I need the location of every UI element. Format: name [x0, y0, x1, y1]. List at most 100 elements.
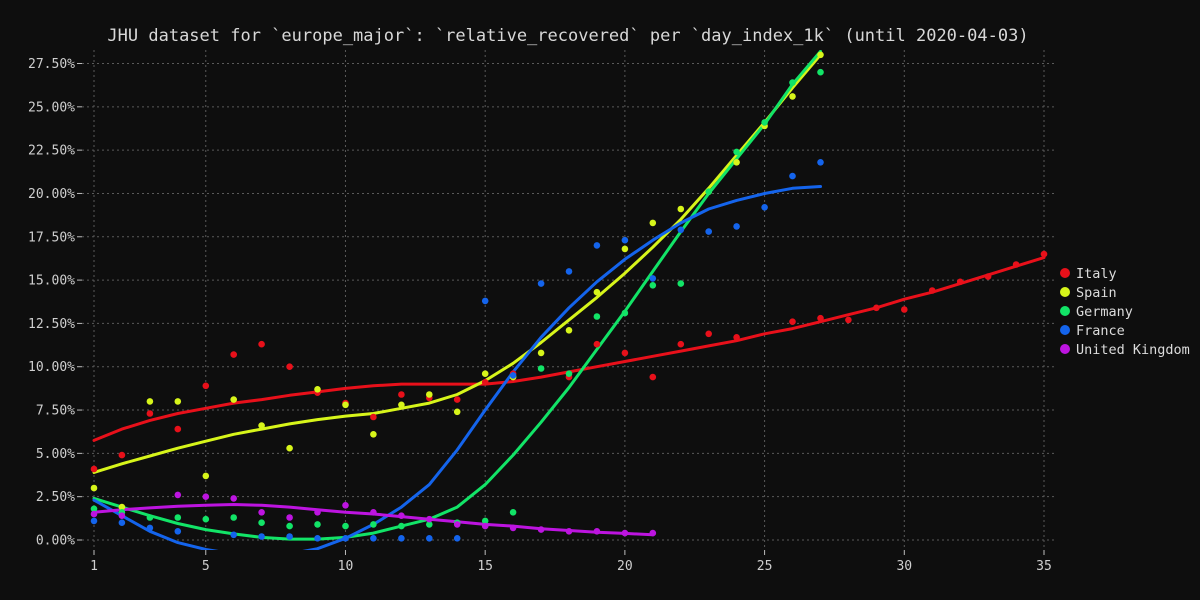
- data-point-germany: [481, 517, 489, 525]
- data-point-spain: [593, 288, 601, 296]
- chart-title: JHU dataset for `europe_major`: `relativ…: [107, 26, 1028, 46]
- x-tick-label: 5: [202, 559, 210, 574]
- data-point-france: [230, 531, 237, 539]
- data-point-italy: [481, 379, 489, 386]
- data-point-italy: [677, 340, 685, 348]
- data-point-italy: [1040, 250, 1048, 258]
- trend-line-italy: [92, 256, 1046, 442]
- trend-line-france: [92, 185, 822, 550]
- data-point-united-kingdom: [370, 509, 377, 516]
- data-point-spain: [565, 327, 573, 334]
- data-point-united-kingdom: [537, 526, 545, 533]
- y-tick-label: 12.50%: [28, 317, 75, 332]
- data-point-spain: [453, 408, 461, 416]
- data-point-italy: [928, 287, 936, 294]
- data-point-france: [789, 172, 796, 180]
- data-point-united-kingdom: [398, 512, 405, 519]
- data-point-france: [453, 535, 461, 542]
- y-tick-label: 27.50%: [28, 57, 75, 72]
- data-point-germany: [146, 514, 154, 521]
- data-point-germany: [398, 522, 405, 530]
- data-point-france: [621, 236, 629, 244]
- data-point-france: [146, 524, 154, 532]
- legend-marker: [1060, 306, 1070, 316]
- data-point-germany: [649, 282, 657, 289]
- data-point-france: [342, 535, 349, 542]
- data-point-germany: [342, 522, 349, 530]
- data-point-germany: [817, 68, 824, 76]
- data-point-italy: [230, 351, 237, 358]
- data-point-spain: [342, 401, 349, 409]
- legend-label: Germany: [1076, 304, 1133, 320]
- data-point-germany: [593, 313, 601, 320]
- data-point-germany: [537, 365, 545, 372]
- data-point-germany: [258, 519, 265, 526]
- legend-label: France: [1076, 323, 1125, 339]
- y-tick-label: 2.50%: [36, 490, 75, 505]
- data-point-germany: [705, 188, 712, 195]
- data-point-france: [649, 275, 657, 282]
- x-tick-label: 25: [757, 559, 773, 574]
- axis-ticks: 1 5 10 15 20 25 30 350.00%2.50%5.00%7.50%10.00%…: [28, 57, 1052, 574]
- data-point-italy: [956, 278, 964, 286]
- data-point-italy: [705, 330, 712, 338]
- data-point-italy: [873, 304, 880, 312]
- data-point-germany: [202, 515, 210, 523]
- y-tick-label: 0.00%: [36, 534, 75, 549]
- data-point-united-kingdom: [565, 528, 573, 535]
- data-point-italy: [398, 391, 405, 398]
- data-point-germany: [565, 370, 573, 378]
- data-point-france: [509, 372, 517, 379]
- data-point-italy: [733, 334, 740, 341]
- legend-label: United Kingdom: [1076, 342, 1190, 358]
- data-point-germany: [733, 148, 740, 156]
- data-point-italy: [258, 340, 265, 348]
- data-point-france: [593, 242, 601, 249]
- data-point-spain: [649, 219, 657, 227]
- data-point-italy: [621, 349, 629, 357]
- data-point-germany: [314, 521, 321, 528]
- legend-marker: [1060, 325, 1070, 335]
- data-point-spain: [370, 431, 377, 438]
- grid-lines: [82, 50, 1055, 550]
- data-point-france: [174, 528, 182, 535]
- trend-lines: [92, 50, 1046, 550]
- data-point-united-kingdom: [258, 509, 265, 516]
- data-point-france: [565, 268, 573, 275]
- data-point-france: [677, 226, 685, 234]
- data-point-france: [258, 533, 265, 540]
- data-point-germany: [621, 309, 629, 317]
- data-point-united-kingdom: [230, 495, 237, 502]
- data-point-france: [286, 533, 293, 540]
- y-tick-label: 22.50%: [28, 144, 75, 159]
- data-point-germany: [426, 521, 433, 528]
- data-point-italy: [90, 465, 98, 473]
- y-tick-label: 20.00%: [28, 187, 75, 202]
- data-point-spain: [174, 398, 182, 405]
- x-tick-label: 30: [896, 559, 912, 574]
- data-point-united-kingdom: [593, 528, 601, 535]
- data-point-united-kingdom: [426, 515, 433, 523]
- data-point-france: [118, 519, 126, 526]
- data-point-spain: [537, 349, 545, 357]
- data-point-spain: [789, 93, 796, 100]
- data-point-spain: [314, 386, 321, 393]
- data-point-spain: [817, 51, 824, 59]
- data-point-spain: [398, 401, 405, 409]
- data-point-united-kingdom: [649, 529, 657, 537]
- data-point-spain: [286, 444, 293, 452]
- data-point-germany: [370, 521, 377, 528]
- data-point-italy: [286, 363, 293, 371]
- data-point-spain: [90, 484, 98, 492]
- trend-line-germany: [92, 50, 822, 541]
- data-point-italy: [845, 316, 852, 324]
- data-point-france: [314, 535, 321, 542]
- data-point-spain: [426, 391, 433, 398]
- data-point-united-kingdom: [174, 491, 182, 499]
- data-point-united-kingdom: [286, 514, 293, 521]
- data-point-france: [761, 204, 768, 211]
- data-point-france: [705, 228, 712, 235]
- y-tick-label: 10.00%: [28, 360, 75, 375]
- data-point-italy: [593, 340, 601, 348]
